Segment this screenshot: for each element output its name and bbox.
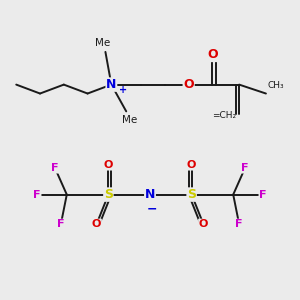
Text: F: F — [236, 219, 243, 229]
Text: =CH₂: =CH₂ — [212, 111, 236, 120]
Text: O: O — [92, 219, 101, 229]
Text: CH₃: CH₃ — [267, 81, 284, 90]
Text: O: O — [183, 78, 194, 91]
Text: F: F — [259, 190, 267, 200]
Text: O: O — [104, 160, 113, 170]
Text: S: S — [187, 188, 196, 201]
Text: N: N — [145, 188, 155, 201]
Text: F: F — [57, 219, 64, 229]
Text: F: F — [33, 190, 41, 200]
Text: S: S — [104, 188, 113, 201]
Text: Me: Me — [95, 38, 110, 48]
Text: N: N — [106, 78, 116, 91]
Text: −: − — [146, 202, 157, 215]
Text: O: O — [187, 160, 196, 170]
Text: F: F — [242, 163, 249, 173]
Text: Me: Me — [122, 115, 137, 125]
Text: +: + — [119, 85, 127, 95]
Text: F: F — [51, 163, 59, 173]
Text: O: O — [207, 48, 218, 62]
Text: O: O — [199, 219, 208, 229]
